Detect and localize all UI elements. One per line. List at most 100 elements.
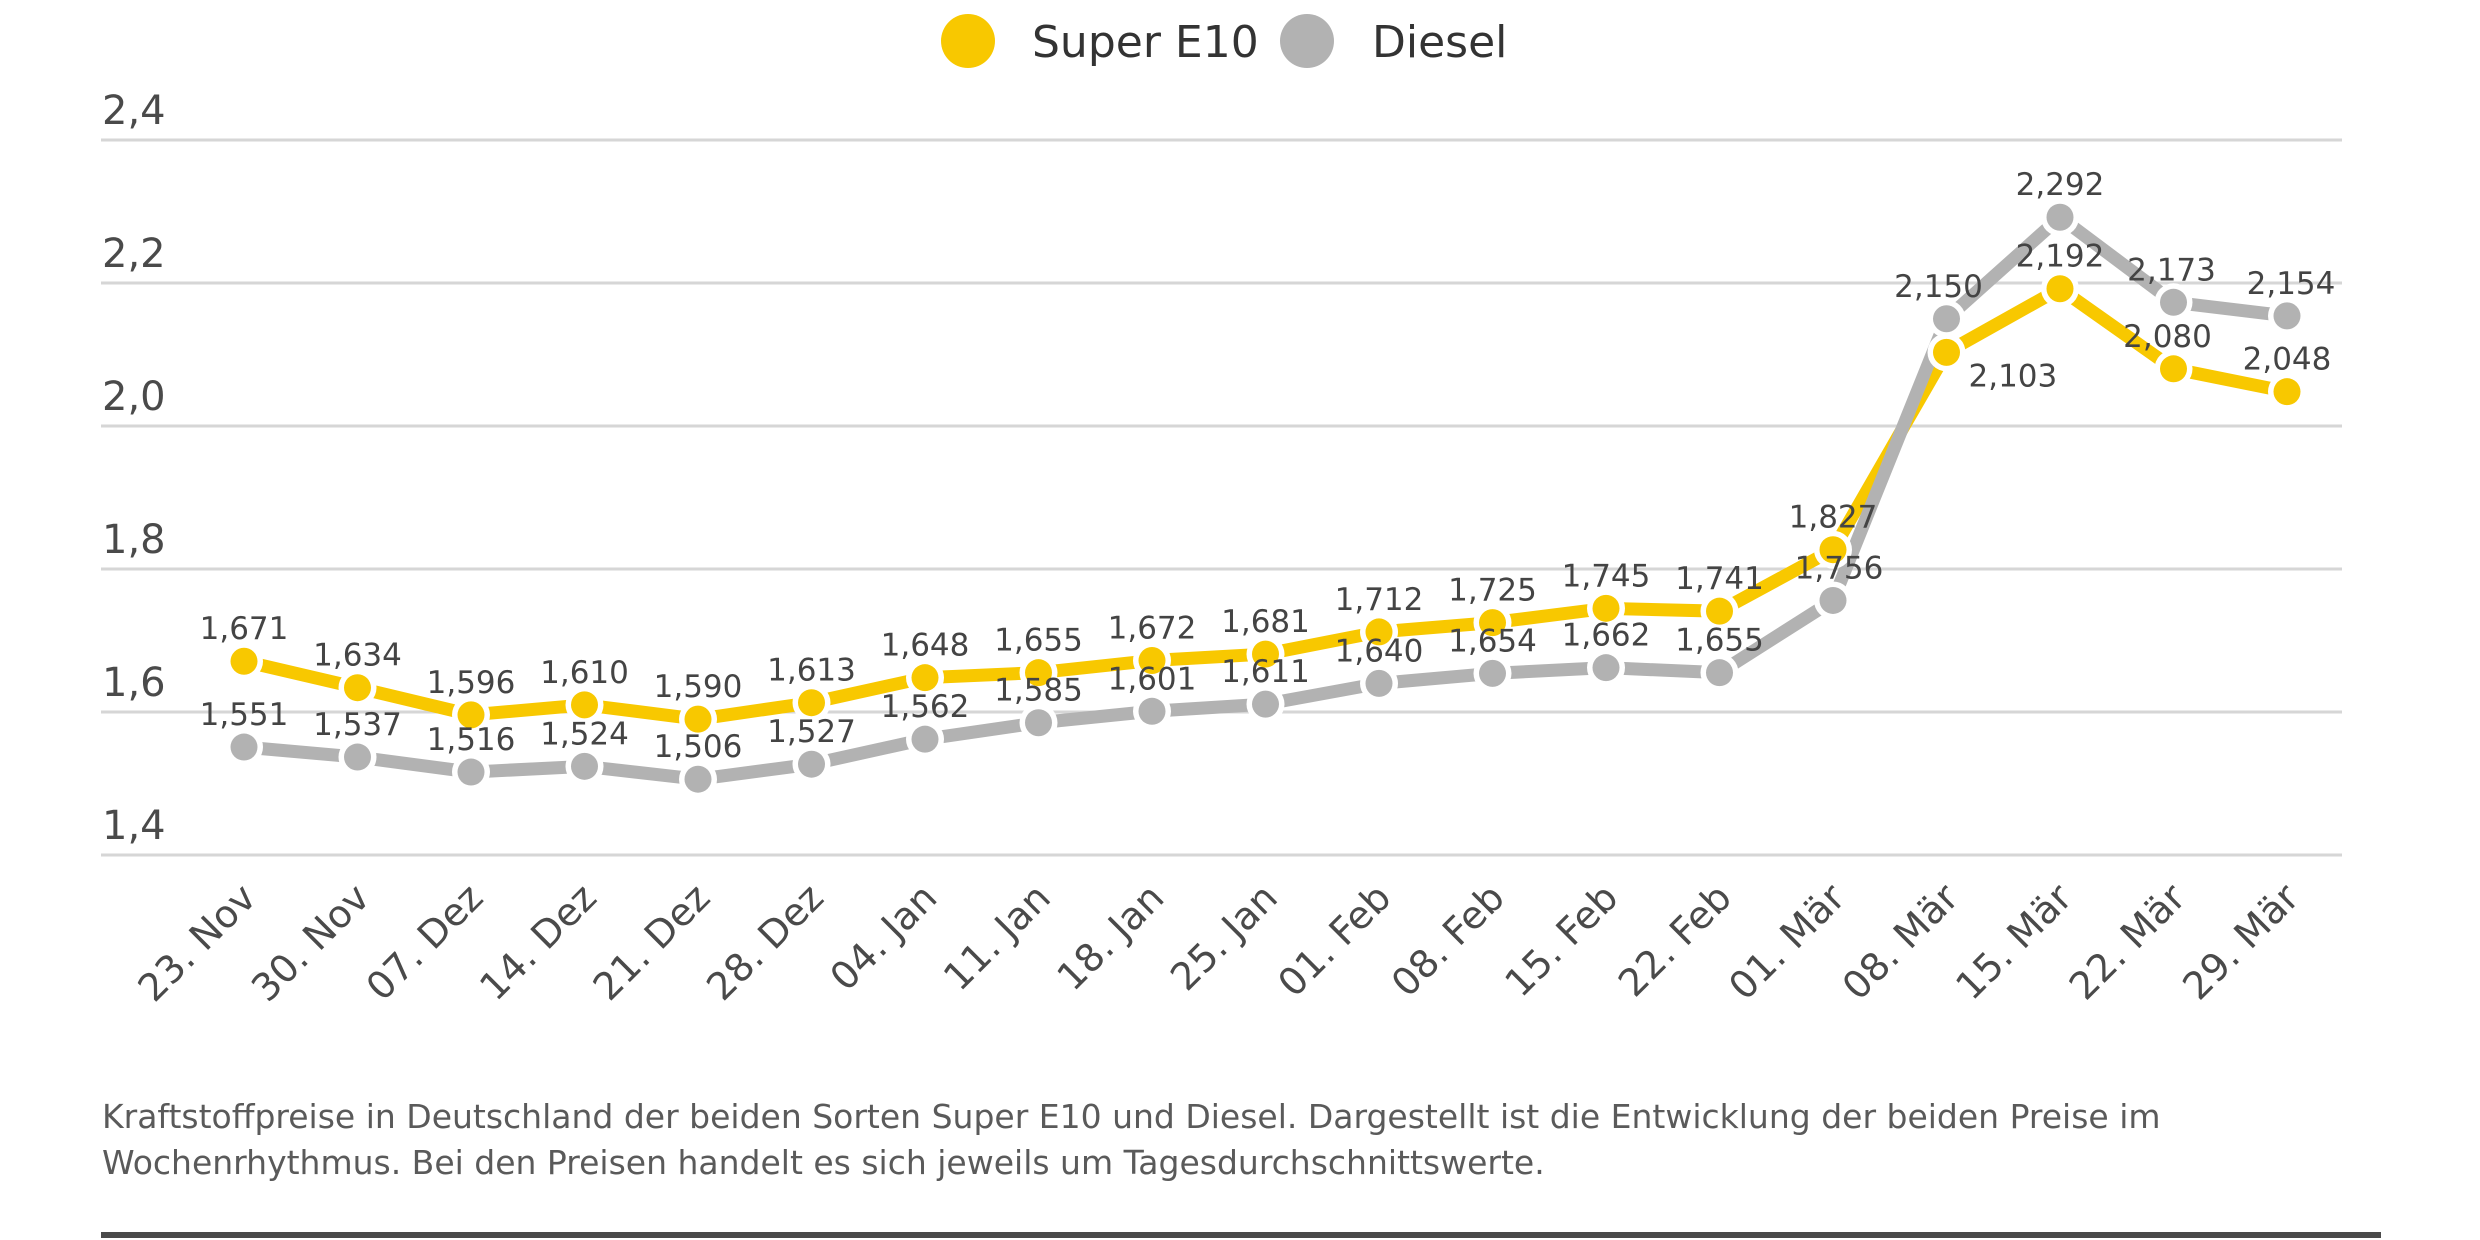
- y-tick-label: 1,6: [102, 660, 166, 706]
- data-label-super-e10: 1,827: [1789, 500, 1878, 536]
- data-label-diesel: 1,640: [1335, 633, 1424, 669]
- data-label-super-e10: 1,655: [994, 623, 1083, 659]
- chart-caption: Kraftstoffpreise in Deutschland der beid…: [102, 1094, 2382, 1186]
- data-point-super-e10[interactable]: [230, 647, 258, 675]
- x-tick-label: 22. Feb: [1610, 875, 1740, 1005]
- x-tick-label: 29. Mär: [2174, 875, 2307, 1008]
- data-point-diesel[interactable]: [1252, 690, 1279, 718]
- data-point-diesel[interactable]: [2160, 288, 2187, 316]
- data-point-super-e10[interactable]: [1479, 609, 1506, 637]
- data-point-super-e10[interactable]: [1819, 536, 1847, 564]
- data-label-super-e10: 2,080: [2123, 319, 2212, 355]
- data-point-super-e10[interactable]: [911, 664, 939, 692]
- data-point-super-e10[interactable]: [684, 705, 712, 733]
- data-label-super-e10: 2,103: [1969, 358, 2058, 394]
- data-label-diesel: 1,611: [1221, 654, 1310, 690]
- data-label-diesel: 1,527: [767, 714, 856, 750]
- data-label-super-e10: 1,613: [767, 653, 856, 689]
- data-point-super-e10[interactable]: [1706, 597, 1733, 625]
- data-point-diesel[interactable]: [1706, 659, 1733, 687]
- x-tick-label: 08. Feb: [1383, 875, 1513, 1005]
- data-label-super-e10: 1,596: [427, 665, 516, 701]
- data-point-diesel[interactable]: [1592, 654, 1620, 682]
- data-label-diesel: 1,524: [540, 716, 629, 752]
- data-point-diesel[interactable]: [2273, 302, 2301, 330]
- data-label-super-e10: 1,712: [1335, 582, 1424, 618]
- legend-label-super-e10: Super E10: [1032, 17, 1259, 68]
- data-point-super-e10[interactable]: [1592, 594, 1620, 622]
- x-tick-label: 23. Nov: [130, 875, 265, 1010]
- x-tick-label: 01. Mär: [1720, 875, 1853, 1008]
- x-tick-label: 22. Mär: [2061, 875, 2194, 1008]
- data-label-diesel: 2,154: [2247, 266, 2336, 302]
- data-point-diesel[interactable]: [1933, 305, 1960, 333]
- fuel-price-line-chart: Super E10 Diesel 1,4 1,6 1,8 2,0 2,2 2,4 23. …: [101, 14, 2342, 1010]
- data-label-super-e10: 1,671: [200, 611, 289, 647]
- data-label-diesel: 1,551: [200, 697, 289, 733]
- x-tick-label: 15. Mär: [1947, 875, 2080, 1008]
- data-point-diesel[interactable]: [798, 750, 825, 778]
- legend-item-super-e10[interactable]: Super E10: [941, 14, 1259, 68]
- data-label-super-e10: 2,048: [2243, 342, 2332, 378]
- data-label-diesel: 1,662: [1562, 618, 1651, 654]
- data-labels: 1,671 1,634 1,596 1,610 1,590 1,613 1,648 1,655…: [200, 167, 2336, 765]
- data-point-diesel[interactable]: [230, 733, 258, 761]
- data-point-super-e10[interactable]: [1252, 640, 1279, 668]
- data-point-super-e10[interactable]: [344, 674, 371, 702]
- data-label-diesel: 1,562: [881, 689, 970, 725]
- data-point-super-e10[interactable]: [2273, 378, 2301, 406]
- data-label-super-e10: 1,610: [540, 655, 629, 691]
- data-point-diesel[interactable]: [911, 725, 939, 753]
- data-label-super-e10: 1,725: [1448, 573, 1537, 609]
- y-tick-label: 2,2: [102, 231, 166, 277]
- data-label-super-e10: 1,590: [654, 669, 743, 705]
- data-label-diesel: 1,654: [1448, 623, 1537, 659]
- data-point-diesel[interactable]: [571, 752, 598, 780]
- y-tick-label: 1,4: [102, 803, 166, 849]
- data-label-super-e10: 1,648: [881, 628, 970, 664]
- data-label-diesel: 1,601: [1108, 661, 1197, 697]
- data-point-diesel[interactable]: [684, 765, 712, 793]
- data-label-diesel: 2,173: [2127, 252, 2216, 288]
- x-tick-label: 28. Dez: [698, 875, 832, 1009]
- x-tick-label: 15. Feb: [1496, 875, 1626, 1005]
- data-point-diesel[interactable]: [2046, 203, 2074, 231]
- y-tick-label: 2,4: [102, 88, 166, 134]
- x-tick-label: 01. Feb: [1269, 875, 1399, 1005]
- data-point-super-e10[interactable]: [1025, 659, 1052, 687]
- data-point-diesel[interactable]: [1479, 659, 1506, 687]
- data-point-diesel[interactable]: [344, 743, 371, 771]
- data-point-super-e10[interactable]: [571, 691, 598, 719]
- data-point-diesel[interactable]: [1819, 586, 1847, 614]
- data-point-super-e10[interactable]: [1933, 338, 1960, 366]
- data-point-super-e10[interactable]: [2046, 275, 2074, 303]
- x-tick-label: 30. Nov: [243, 875, 378, 1010]
- caption-line-2: Wochenrhythmus. Bei den Preisen handelt …: [102, 1143, 1545, 1182]
- series-markers: [225, 198, 2306, 799]
- data-point-super-e10[interactable]: [1365, 618, 1393, 646]
- data-point-super-e10[interactable]: [457, 701, 485, 729]
- legend-label-diesel: Diesel: [1372, 17, 1507, 68]
- data-label-super-e10: 2,192: [2016, 239, 2105, 275]
- data-label-super-e10: 1,741: [1675, 561, 1764, 597]
- x-tick-label: 18. Jan: [1049, 875, 1173, 999]
- data-point-diesel[interactable]: [457, 758, 485, 786]
- x-tick-label: 08. Mär: [1834, 875, 1967, 1008]
- data-point-super-e10[interactable]: [798, 689, 825, 717]
- data-point-diesel[interactable]: [1365, 669, 1393, 697]
- data-label-super-e10: 1,634: [313, 638, 402, 674]
- data-point-diesel[interactable]: [1025, 709, 1052, 737]
- data-point-super-e10[interactable]: [1138, 647, 1166, 675]
- y-axis: 1,4 1,6 1,8 2,0 2,2 2,4: [102, 88, 166, 849]
- data-label-super-e10: 1,672: [1108, 611, 1197, 647]
- legend: Super E10 Diesel: [941, 14, 1507, 68]
- y-tick-label: 1,8: [102, 517, 166, 563]
- legend-item-diesel[interactable]: Diesel: [1280, 14, 1507, 68]
- bottom-divider: [101, 1232, 2381, 1238]
- data-point-super-e10[interactable]: [2160, 355, 2187, 383]
- data-point-diesel[interactable]: [1138, 697, 1166, 725]
- data-label-diesel: 1,537: [313, 707, 402, 743]
- legend-marker-diesel-icon: [1280, 14, 1334, 68]
- data-label-diesel: 2,150: [1894, 269, 1983, 305]
